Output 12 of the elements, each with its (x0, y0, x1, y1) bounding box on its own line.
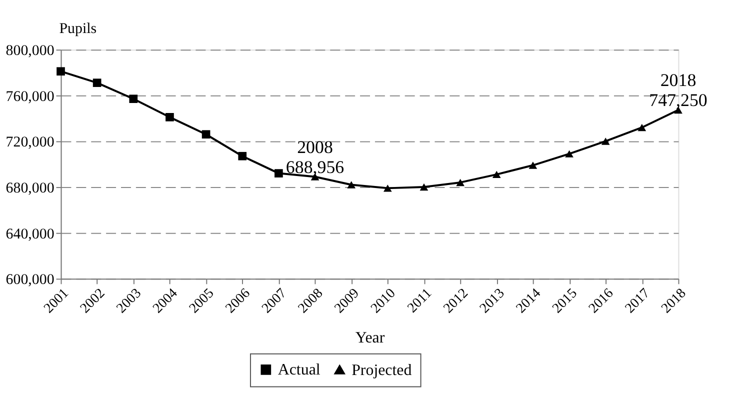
x-axis-title: Year (355, 330, 386, 347)
y-tick-label: 720,000 (6, 134, 54, 151)
y-tick-label: 760,000 (6, 88, 54, 105)
legend-label: Projected (352, 362, 412, 379)
y-tick-label: 640,000 (6, 226, 54, 242)
legend-label: Actual (278, 362, 321, 379)
annotation: 2008 688,956 (286, 136, 344, 177)
y-tick-label: 800,000 (6, 43, 54, 60)
y-axis-title: Pupils (59, 21, 97, 38)
y-tick-label: 600,000 (6, 272, 54, 288)
y-tick-label: 680,000 (6, 180, 54, 197)
annotation: 2018 747,250 (649, 70, 708, 110)
